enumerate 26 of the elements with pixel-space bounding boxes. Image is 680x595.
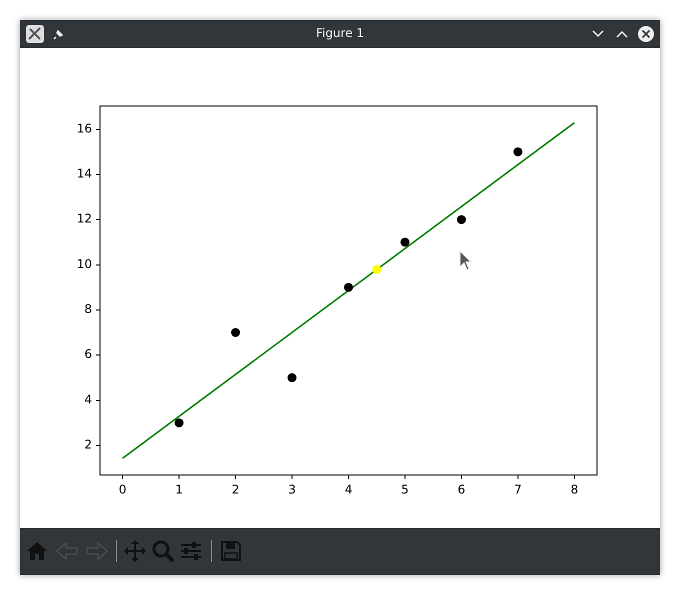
x-tick-label: 7 [514, 482, 522, 496]
y-tick-label: 10 [76, 256, 92, 271]
x-tick-label: 8 [570, 482, 578, 496]
x-tick-label: 3 [288, 482, 296, 496]
y-tick-label: 6 [84, 347, 92, 362]
y-tick-label: 4 [84, 392, 92, 406]
y-tick-label: 14 [76, 166, 92, 181]
x-tick-label: 1 [175, 482, 183, 496]
point [344, 282, 353, 292]
point [174, 418, 184, 428]
point [513, 147, 522, 156]
y-tick-label: 12 [76, 212, 92, 226]
x-tick-label: 0 [118, 482, 126, 496]
point [231, 328, 240, 338]
x-tick-label: 5 [401, 482, 409, 496]
x-tick-label: 6 [458, 482, 466, 496]
x-tick-label: 4 [344, 482, 352, 496]
y-tick-label: 8 [84, 302, 92, 316]
point [372, 265, 382, 274]
point [288, 373, 297, 382]
y-tick-label: 2 [84, 438, 92, 452]
point [400, 238, 410, 247]
chart-title: Figure 1 [314, 26, 366, 40]
x-tick-label: 2 [232, 482, 240, 496]
point [456, 215, 466, 224]
y-tick-label: 16 [76, 121, 92, 136]
